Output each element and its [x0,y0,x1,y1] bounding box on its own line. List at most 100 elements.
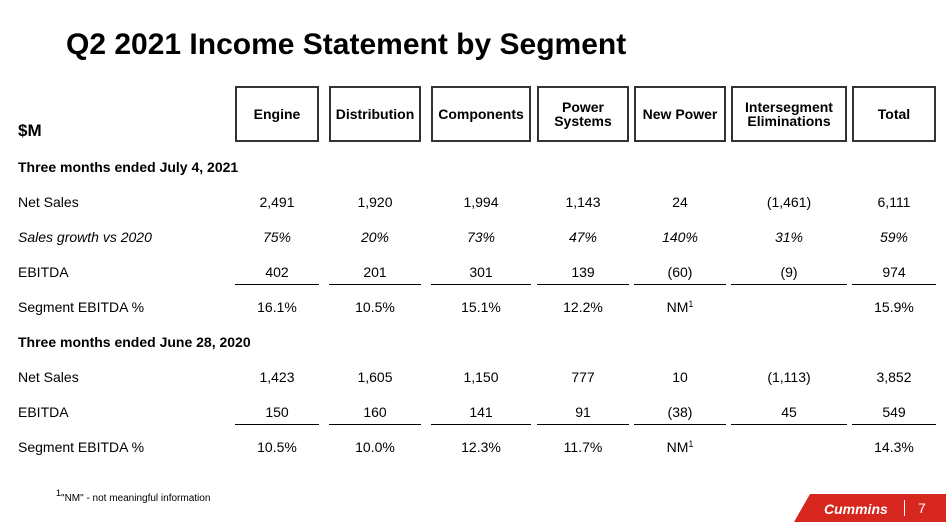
subtotal-underline [537,284,629,285]
subtotal-underline [731,424,847,425]
footnote: 1"NM" - not meaningful information [56,489,211,505]
cell-value: 141 [469,404,493,420]
table-cell: 15.1% [426,299,536,315]
subtotal-underline [731,284,847,285]
table-cell: 3,852 [839,369,946,385]
cell-value: 1,920 [357,194,393,210]
cell-value: 12.3% [461,439,501,455]
cell-value: (1,461) [766,194,812,210]
table-cell: 10 [625,369,735,385]
footnote-text: "NM" - not meaningful information [61,493,211,504]
cell-value: 974 [882,264,906,280]
column-header-label: New Power [642,106,718,122]
table-cell: 10.5% [222,439,332,455]
column-header-label: Power Systems [554,99,612,129]
cell-value: 73% [466,229,496,245]
cell-value: (38) [667,404,693,420]
page-title: Q2 2021 Income Statement by Segment [66,28,627,61]
table-cell: 16.1% [222,299,332,315]
subtotal-underline [852,284,936,285]
table-cell: NM1 [625,299,735,315]
table-cell: (1,461) [734,194,844,210]
cell-value: NM [666,439,689,455]
table-cell: 12.3% [426,439,536,455]
column-header-new-power: New Power [634,86,726,142]
cell-value: 45 [781,404,797,420]
cell-value: 160 [363,404,387,420]
cell-value: 16.1% [257,299,297,315]
section-heading: Three months ended June 28, 2020 [18,334,251,350]
subtotal-underline [329,284,421,285]
cell-value: (1,113) [767,369,811,385]
table-cell: 31% [734,229,844,245]
table-cell: 1,143 [528,194,638,210]
column-header-engine: Engine [235,86,319,142]
row-label: Segment EBITDA % [18,439,145,455]
table-cell: 11.7% [528,439,638,455]
cell-value: 549 [882,404,906,420]
column-header-power-systems: Power Systems [537,86,629,142]
row-label: Net Sales [18,369,79,385]
cell-value: 1,605 [357,369,393,385]
column-header-label: Engine [253,106,301,122]
column-header-label: Distribution [335,106,415,122]
table-cell: 549 [839,404,946,420]
cell-value: 14.3% [874,439,914,455]
cell-value: 10.5% [355,299,395,315]
column-header-intersegment-eliminations: Intersegment Eliminations [731,86,847,142]
row-label: EBITDA [18,264,69,280]
cell-value: 11.7% [563,439,603,455]
column-header-distribution: Distribution [329,86,421,142]
table-cell: 139 [528,264,638,280]
cell-value: 1,150 [463,369,499,385]
cell-value: 10.0% [355,439,395,455]
table-cell: 91 [528,404,638,420]
table-cell: (9) [734,264,844,280]
cell-value: 75% [262,229,292,245]
cell-value: 91 [575,404,591,420]
subtotal-underline [431,284,531,285]
nm-footnote-marker: 1 [688,439,694,449]
table-cell: 140% [625,229,735,245]
table-cell: 10.5% [320,299,430,315]
page-number: 7 [918,500,926,516]
table-cell: 59% [839,229,946,245]
table-cell: 150 [222,404,332,420]
cell-value: 1,994 [463,194,499,210]
cummins-logo: Cummins [824,501,888,517]
table-cell: 1,423 [222,369,332,385]
table-cell: 20% [320,229,430,245]
cell-value: (60) [667,264,693,280]
cell-value: (9) [780,264,798,280]
column-header-label: Intersegment Eliminations [745,99,833,129]
cell-value: 1,143 [565,194,601,210]
subtotal-underline [235,284,319,285]
row-label: Sales growth vs 2020 [18,229,152,245]
nm-footnote-marker: 1 [688,299,694,309]
cell-value: 3,852 [876,369,912,385]
footnote-marker: 1 [56,488,62,498]
column-header-total: Total [852,86,936,142]
table-cell: 24 [625,194,735,210]
cell-value: 10 [672,369,688,385]
cell-value: 10.5% [257,439,297,455]
cell-value: 20% [360,229,390,245]
row-label: Net Sales [18,194,79,210]
table-cell: 10.0% [320,439,430,455]
row-label: EBITDA [18,404,69,420]
table-cell: (1,113) [734,369,844,385]
table-cell: 12.2% [528,299,638,315]
cell-value: 24 [672,194,688,210]
table-cell: 15.9% [839,299,946,315]
subtotal-underline [634,424,726,425]
table-cell: 1,150 [426,369,536,385]
cell-value: 47% [568,229,598,245]
column-header-label: Components [438,106,524,122]
table-cell: 45 [734,404,844,420]
brand-divider [904,500,905,516]
brand-bar: Cummins 7 [794,494,946,522]
section-heading: Three months ended July 4, 2021 [18,159,239,175]
subtotal-underline [235,424,319,425]
table-cell: (38) [625,404,735,420]
column-header-components: Components [431,86,531,142]
